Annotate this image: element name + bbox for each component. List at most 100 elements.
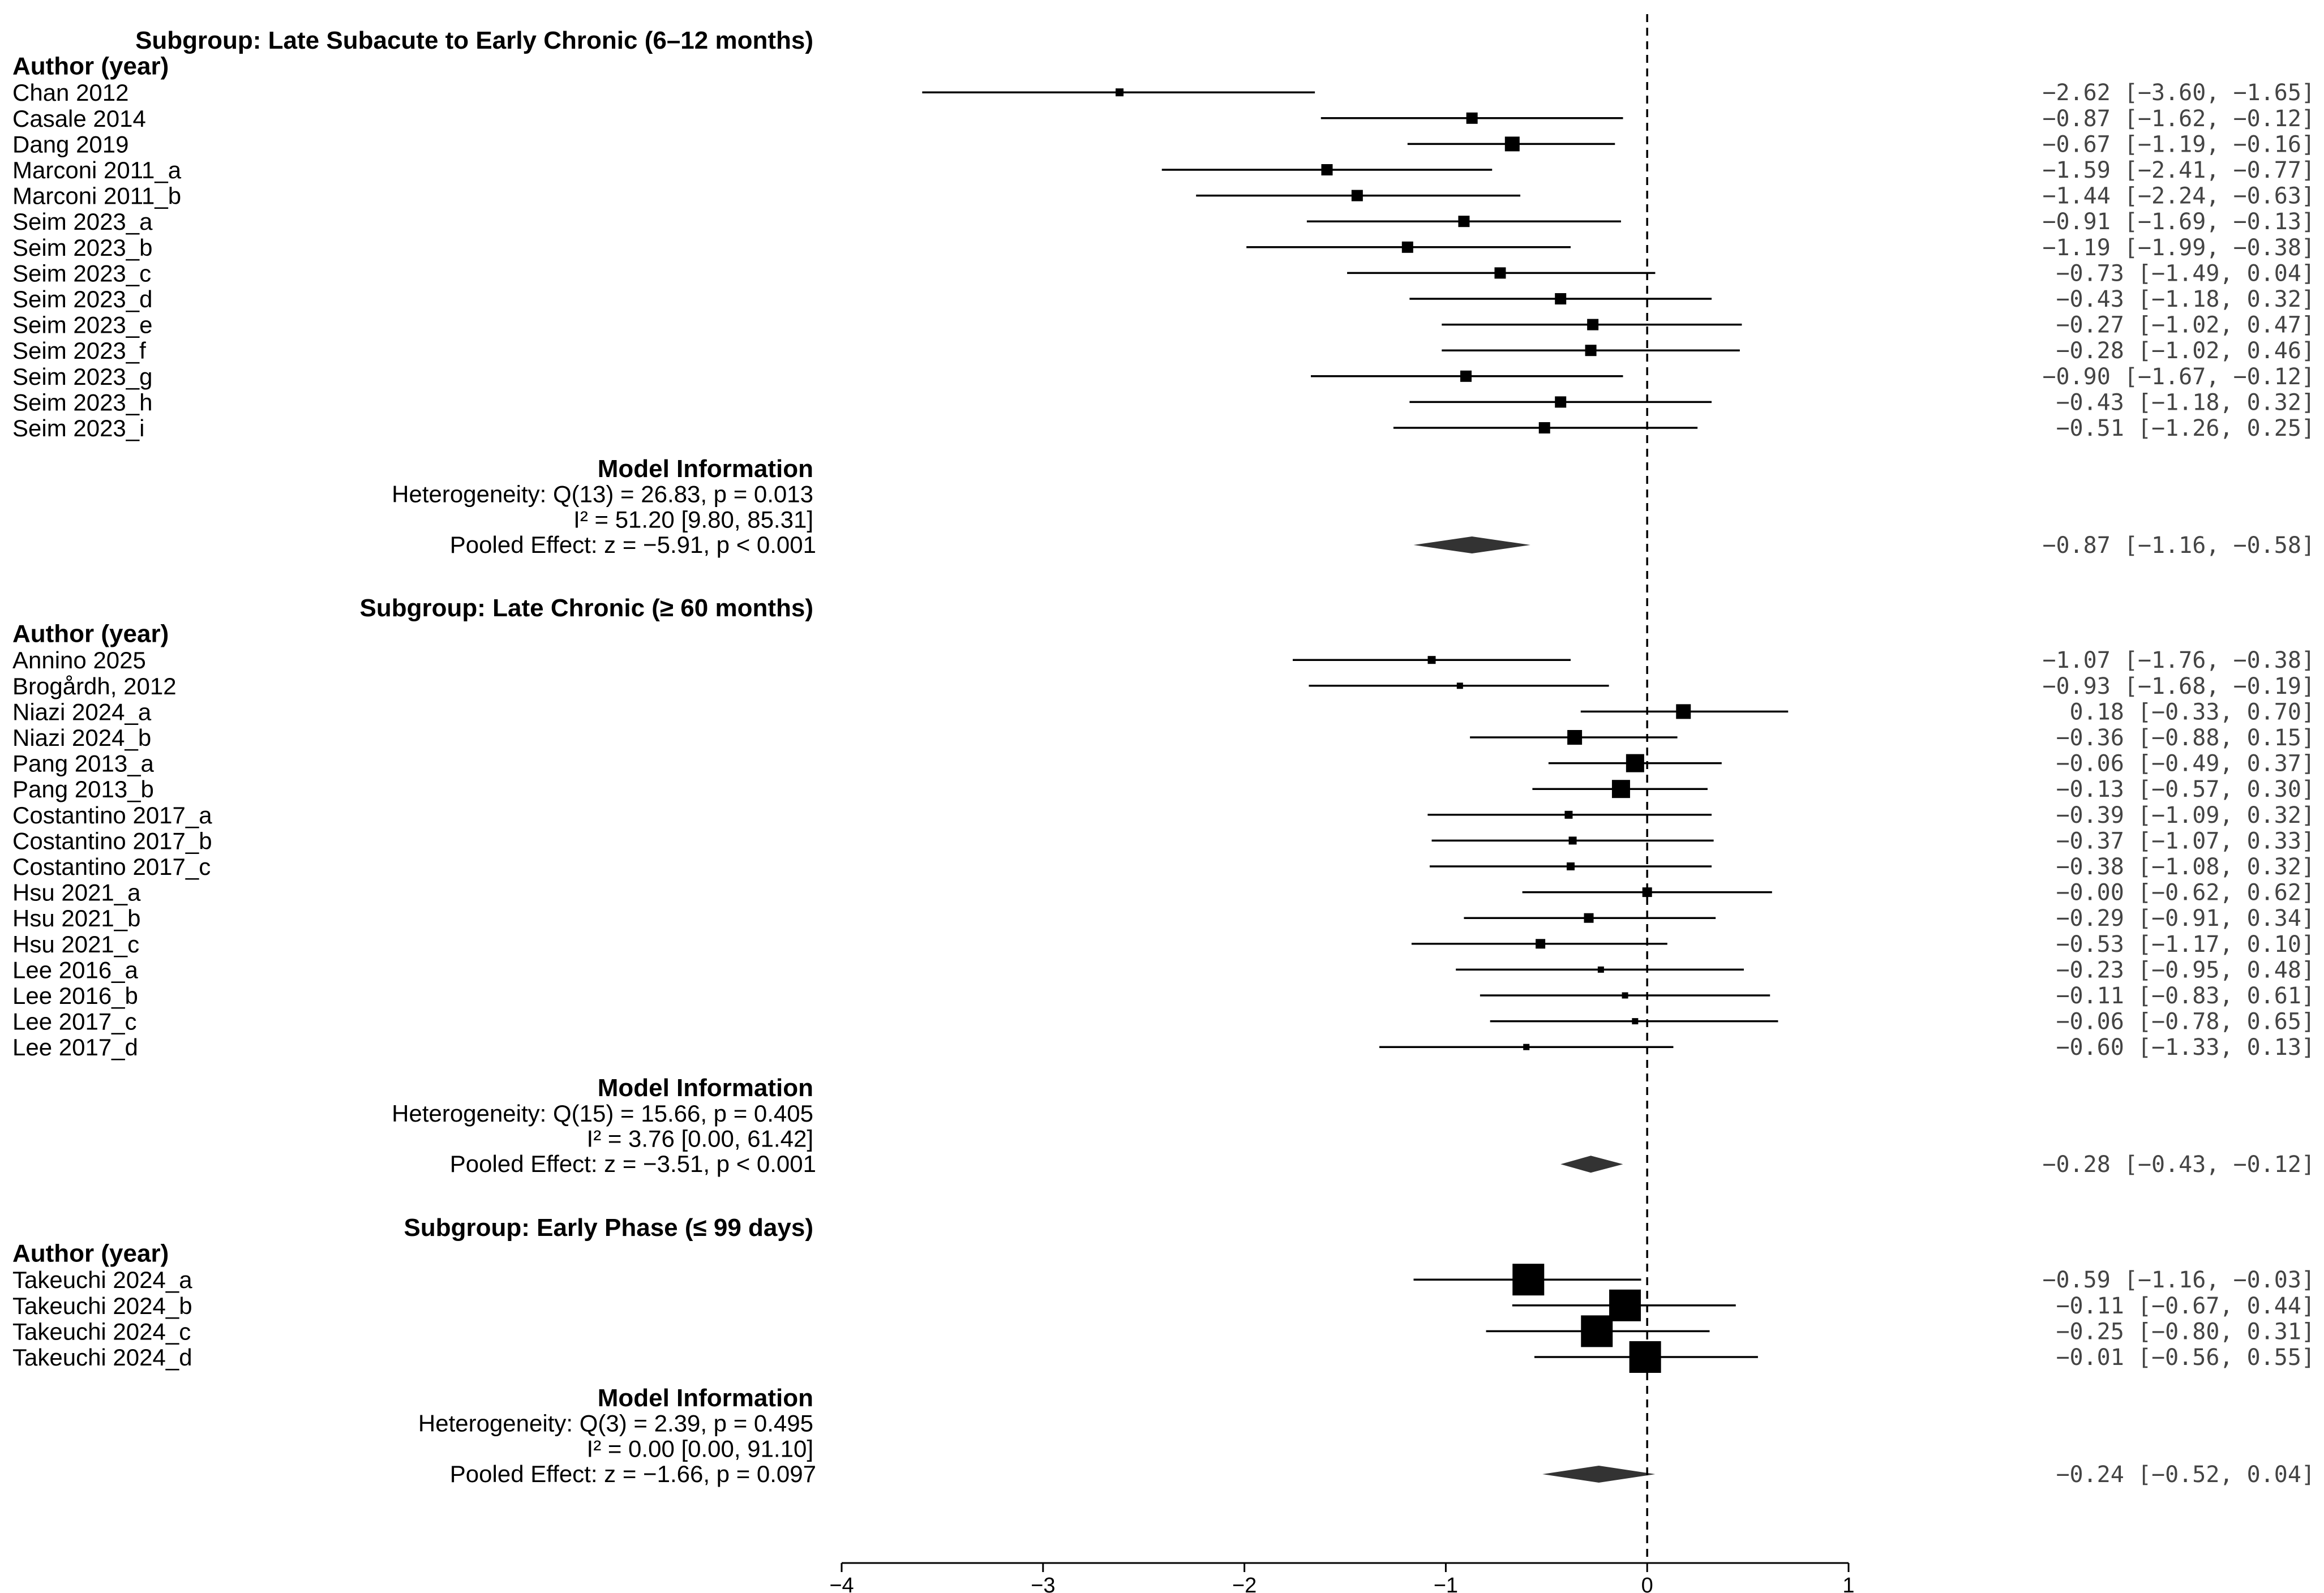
study-estimate-text: −0.29 [−0.91, 0.34]	[2056, 905, 2315, 931]
effect-size-marker	[1629, 1341, 1661, 1373]
study-label: Takeuchi 2024_d	[12, 1344, 192, 1371]
effect-size-marker	[1504, 136, 1520, 152]
effect-size-marker	[1642, 887, 1652, 898]
subgroup-title: Subgroup: Early Phase (≤ 99 days)	[404, 1214, 813, 1242]
study-estimate-text: −0.39 [−1.09, 0.32]	[2056, 802, 2315, 828]
study-label: Seim 2023_b	[12, 234, 153, 261]
study-label: Marconi 2011_b	[12, 183, 181, 209]
effect-size-marker	[1632, 1018, 1639, 1025]
study-estimate-text: −0.27 [−1.02, 0.47]	[2056, 312, 2315, 338]
effect-size-marker	[1321, 164, 1333, 175]
i-squared-stat: I² = 3.76 [0.00, 61.42]	[587, 1126, 813, 1152]
study-estimate-text: −0.59 [−1.16, −0.03]	[2042, 1267, 2315, 1293]
effect-size-marker	[1626, 754, 1644, 772]
study-label: Marconi 2011_a	[12, 157, 182, 183]
study-label: Pang 2013_b	[12, 776, 154, 802]
effect-size-marker	[1523, 1044, 1530, 1050]
pooled-estimate-text: −0.87 [−1.16, −0.58]	[2042, 533, 2315, 559]
effect-size-marker	[1622, 992, 1628, 999]
pooled-effect-stat: Pooled Effect: z = −1.66, p = 0.097	[450, 1461, 816, 1487]
effect-size-marker	[1587, 319, 1599, 330]
study-label: Seim 2023_e	[12, 312, 153, 338]
study-estimate-text: −0.93 [−1.68, −0.19]	[2042, 673, 2315, 699]
effect-size-marker	[1581, 1315, 1613, 1347]
study-label: Lee 2017_c	[12, 1008, 137, 1035]
effect-size-marker	[1567, 730, 1583, 745]
x-tick-label: −4	[829, 1574, 854, 1593]
study-label: Pang 2013_a	[12, 750, 155, 777]
x-tick-label: −2	[1232, 1574, 1257, 1593]
study-estimate-text: −0.11 [−0.67, 0.44]	[2056, 1293, 2315, 1319]
subgroup-title: Subgroup: Late Subacute to Early Chronic…	[135, 27, 813, 54]
effect-size-marker	[1538, 422, 1550, 433]
study-label: Seim 2023_a	[12, 208, 153, 235]
effect-size-marker	[1676, 704, 1691, 719]
study-label: Seim 2023_i	[12, 415, 144, 441]
study-estimate-text: −0.60 [−1.33, 0.13]	[2056, 1034, 2315, 1060]
effect-size-marker	[1494, 267, 1506, 279]
column-header: Author (year)	[12, 53, 169, 80]
study-estimate-text: −0.87 [−1.62, −0.12]	[2042, 106, 2315, 132]
effect-size-marker	[1566, 862, 1575, 870]
study-label: Casale 2014	[12, 105, 146, 132]
heterogeneity-stat: Heterogeneity: Q(15) = 15.66, p = 0.405	[392, 1100, 813, 1127]
study-label: Seim 2023_h	[12, 389, 153, 415]
x-tick-label: −1	[1434, 1574, 1458, 1593]
effect-size-marker	[1536, 939, 1546, 949]
study-estimate-text: −0.06 [−0.49, 0.37]	[2056, 751, 2315, 777]
heterogeneity-stat: Heterogeneity: Q(3) = 2.39, p = 0.495	[418, 1410, 813, 1437]
study-estimate-text: −0.11 [−0.83, 0.61]	[2056, 983, 2315, 1009]
column-header: Author (year)	[12, 1240, 169, 1268]
study-label: Niazi 2024_a	[12, 698, 152, 725]
effect-size-marker	[1555, 396, 1567, 408]
study-estimate-text: −0.23 [−0.95, 0.48]	[2056, 957, 2315, 983]
study-estimate-text: −0.13 [−0.57, 0.30]	[2056, 776, 2315, 802]
model-information-title: Model Information	[598, 1074, 813, 1102]
i-squared-stat: I² = 0.00 [0.00, 91.10]	[587, 1435, 813, 1462]
effect-size-marker	[1458, 216, 1470, 227]
study-label: Takeuchi 2024_a	[12, 1266, 192, 1293]
x-tick-label: −3	[1031, 1574, 1055, 1593]
study-estimate-text: −0.43 [−1.18, 0.32]	[2056, 286, 2315, 312]
study-label: Brogårdh, 2012	[12, 673, 177, 699]
pooled-effect-diamond	[1542, 1466, 1656, 1483]
study-estimate-text: −0.67 [−1.19, −0.16]	[2042, 131, 2315, 157]
study-estimate-text: −1.44 [−2.24, −0.63]	[2042, 183, 2315, 209]
study-label: Seim 2023_f	[12, 337, 146, 364]
study-label: Seim 2023_d	[12, 286, 153, 312]
study-label: Seim 2023_c	[12, 260, 151, 286]
pooled-estimate-text: −0.24 [−0.52, 0.04]	[2056, 1462, 2315, 1488]
study-label: Lee 2017_d	[12, 1034, 138, 1060]
effect-size-marker	[1597, 966, 1604, 973]
effect-size-marker	[1351, 190, 1363, 201]
effect-size-marker	[1584, 913, 1594, 923]
study-label: Takeuchi 2024_c	[12, 1318, 191, 1345]
study-label: Costantino 2017_c	[12, 853, 211, 880]
study-label: Annino 2025	[12, 647, 146, 673]
effect-size-marker	[1568, 836, 1577, 845]
x-tick-label: 0	[1641, 1574, 1653, 1593]
heterogeneity-stat: Heterogeneity: Q(13) = 26.83, p = 0.013	[392, 481, 813, 508]
study-estimate-text: −1.19 [−1.99, −0.38]	[2042, 235, 2315, 261]
effect-size-marker	[1611, 780, 1630, 798]
study-label: Hsu 2021_a	[12, 879, 141, 906]
study-label: Niazi 2024_b	[12, 724, 151, 751]
i-squared-stat: I² = 51.20 [9.80, 85.31]	[573, 506, 813, 533]
model-information-title: Model Information	[598, 455, 813, 483]
study-estimate-text: −0.91 [−1.69, −0.13]	[2042, 209, 2315, 235]
study-estimate-text: 0.18 [−0.33, 0.70]	[2070, 699, 2315, 725]
study-label: Hsu 2021_c	[12, 931, 139, 957]
pooled-effect-diamond	[1413, 536, 1530, 554]
study-label: Lee 2016_b	[12, 982, 138, 1009]
effect-size-marker	[1116, 88, 1124, 97]
effect-size-marker	[1427, 656, 1436, 664]
study-estimate-text: −0.73 [−1.49, 0.04]	[2056, 260, 2315, 286]
effect-size-marker	[1564, 810, 1573, 819]
model-information-title: Model Information	[598, 1384, 813, 1412]
pooled-effect-stat: Pooled Effect: z = −5.91, p < 0.001	[450, 531, 816, 558]
study-estimate-text: −0.90 [−1.67, −0.12]	[2042, 364, 2315, 390]
study-estimate-text: −0.00 [−0.62, 0.62]	[2056, 880, 2315, 906]
column-header: Author (year)	[12, 620, 169, 648]
study-label: Seim 2023_g	[12, 363, 153, 390]
effect-size-marker	[1585, 345, 1597, 357]
